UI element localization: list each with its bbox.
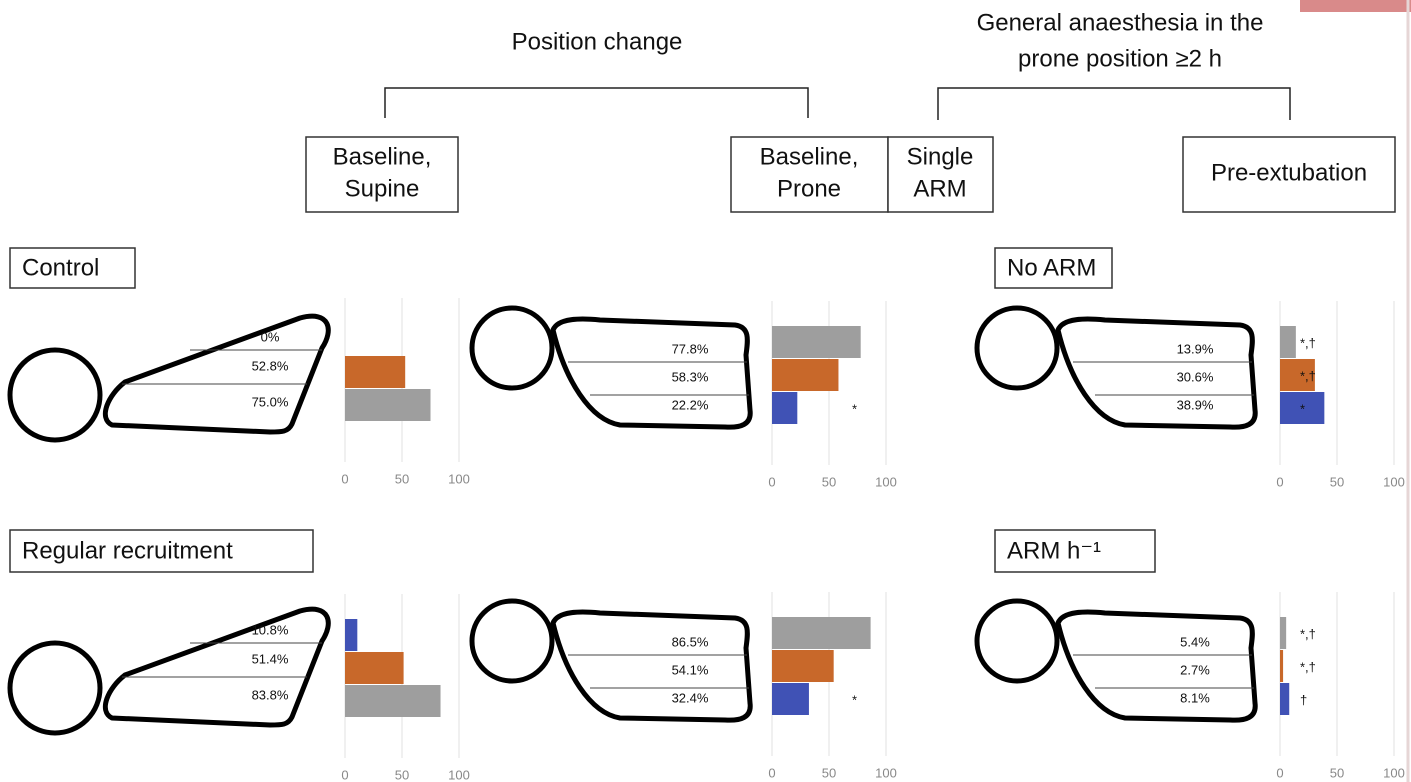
x-tick-label: 100: [1383, 474, 1405, 489]
bar: [345, 389, 431, 421]
bar: [772, 617, 871, 649]
bracket: [938, 88, 1290, 120]
head: [10, 350, 100, 440]
bar: [345, 652, 404, 684]
x-tick-label: 0: [1276, 474, 1283, 489]
value-label: 22.2%: [672, 397, 709, 412]
x-tick-label: 0: [341, 471, 348, 486]
x-tick-label: 50: [395, 471, 409, 486]
corner-mark: [1300, 0, 1411, 12]
x-tick-label: 100: [875, 765, 897, 780]
stage-label: ARM: [913, 175, 966, 202]
value-label: 38.9%: [1177, 397, 1214, 412]
bar: [772, 359, 838, 391]
x-tick-label: 0: [1276, 765, 1283, 780]
head: [472, 601, 552, 681]
value-label: 58.3%: [672, 369, 709, 384]
value-label: 10.8%: [252, 622, 289, 637]
x-tick-label: 0: [768, 474, 775, 489]
bar-note: *,†: [1300, 368, 1316, 383]
value-label: 83.8%: [252, 687, 289, 702]
bar: [345, 356, 405, 388]
bar-note: *,†: [1300, 626, 1316, 641]
value-label: 32.4%: [672, 690, 709, 705]
value-label: 2.7%: [1180, 662, 1210, 677]
x-tick-label: 50: [1330, 474, 1344, 489]
group-label: No ARM: [1007, 254, 1096, 281]
bar-note: *: [852, 401, 857, 416]
value-label: 13.9%: [1177, 341, 1214, 356]
lung: [1058, 319, 1255, 427]
x-tick-label: 0: [341, 767, 348, 782]
stage-label: Baseline,: [760, 143, 859, 170]
bar-note: *: [852, 692, 857, 707]
value-label: 30.6%: [1177, 369, 1214, 384]
bar-note: *,†: [1300, 659, 1316, 674]
bar-note: †: [1300, 692, 1307, 707]
bar: [1280, 326, 1296, 358]
lung: [105, 609, 328, 725]
bar-note: *,†: [1300, 335, 1316, 350]
value-label: 52.8%: [252, 358, 289, 373]
stage-label: Pre-extubation: [1211, 159, 1367, 186]
head: [977, 308, 1057, 388]
x-tick-label: 50: [822, 765, 836, 780]
x-tick-label: 100: [448, 471, 470, 486]
lung: [105, 316, 328, 432]
heading: Position change: [512, 28, 683, 55]
x-tick-label: 100: [1383, 765, 1405, 780]
stage-label: Prone: [777, 175, 841, 202]
group-label: ARM h⁻¹: [1007, 537, 1101, 564]
value-label: 54.1%: [672, 662, 709, 677]
bar: [772, 392, 797, 424]
stage-label: Baseline,: [333, 143, 432, 170]
bar: [345, 619, 357, 651]
bar: [1280, 650, 1283, 682]
stage-label: Supine: [345, 175, 420, 202]
lung: [1058, 612, 1255, 720]
bar: [1280, 617, 1286, 649]
bar: [345, 685, 441, 717]
group-label: Control: [22, 254, 99, 281]
lung: [553, 612, 750, 720]
figure: Position change General anaesthesia in t…: [0, 0, 1411, 782]
value-label: 86.5%: [672, 634, 709, 649]
group-label: Regular recruitment: [22, 537, 233, 564]
lung: [553, 319, 750, 427]
bracket: [385, 88, 808, 118]
heading: prone position ≥2 h: [1018, 45, 1222, 72]
value-label: 8.1%: [1180, 690, 1210, 705]
bar: [772, 326, 861, 358]
value-label: 75.0%: [252, 394, 289, 409]
x-tick-label: 50: [395, 767, 409, 782]
value-label: 51.4%: [252, 651, 289, 666]
x-tick-label: 50: [1330, 765, 1344, 780]
x-tick-label: 0: [768, 765, 775, 780]
x-tick-label: 100: [448, 767, 470, 782]
heading: General anaesthesia in the: [977, 9, 1264, 36]
value-label: 77.8%: [672, 341, 709, 356]
bar: [1280, 683, 1289, 715]
head: [10, 643, 100, 733]
head: [977, 601, 1057, 681]
bar-note: *: [1300, 401, 1305, 416]
bar: [772, 683, 809, 715]
head: [472, 308, 552, 388]
value-label: 5.4%: [1180, 634, 1210, 649]
bar: [772, 650, 834, 682]
x-tick-label: 100: [875, 474, 897, 489]
stage-label: Single: [907, 143, 974, 170]
x-tick-label: 50: [822, 474, 836, 489]
value-label: 0%: [261, 329, 280, 344]
